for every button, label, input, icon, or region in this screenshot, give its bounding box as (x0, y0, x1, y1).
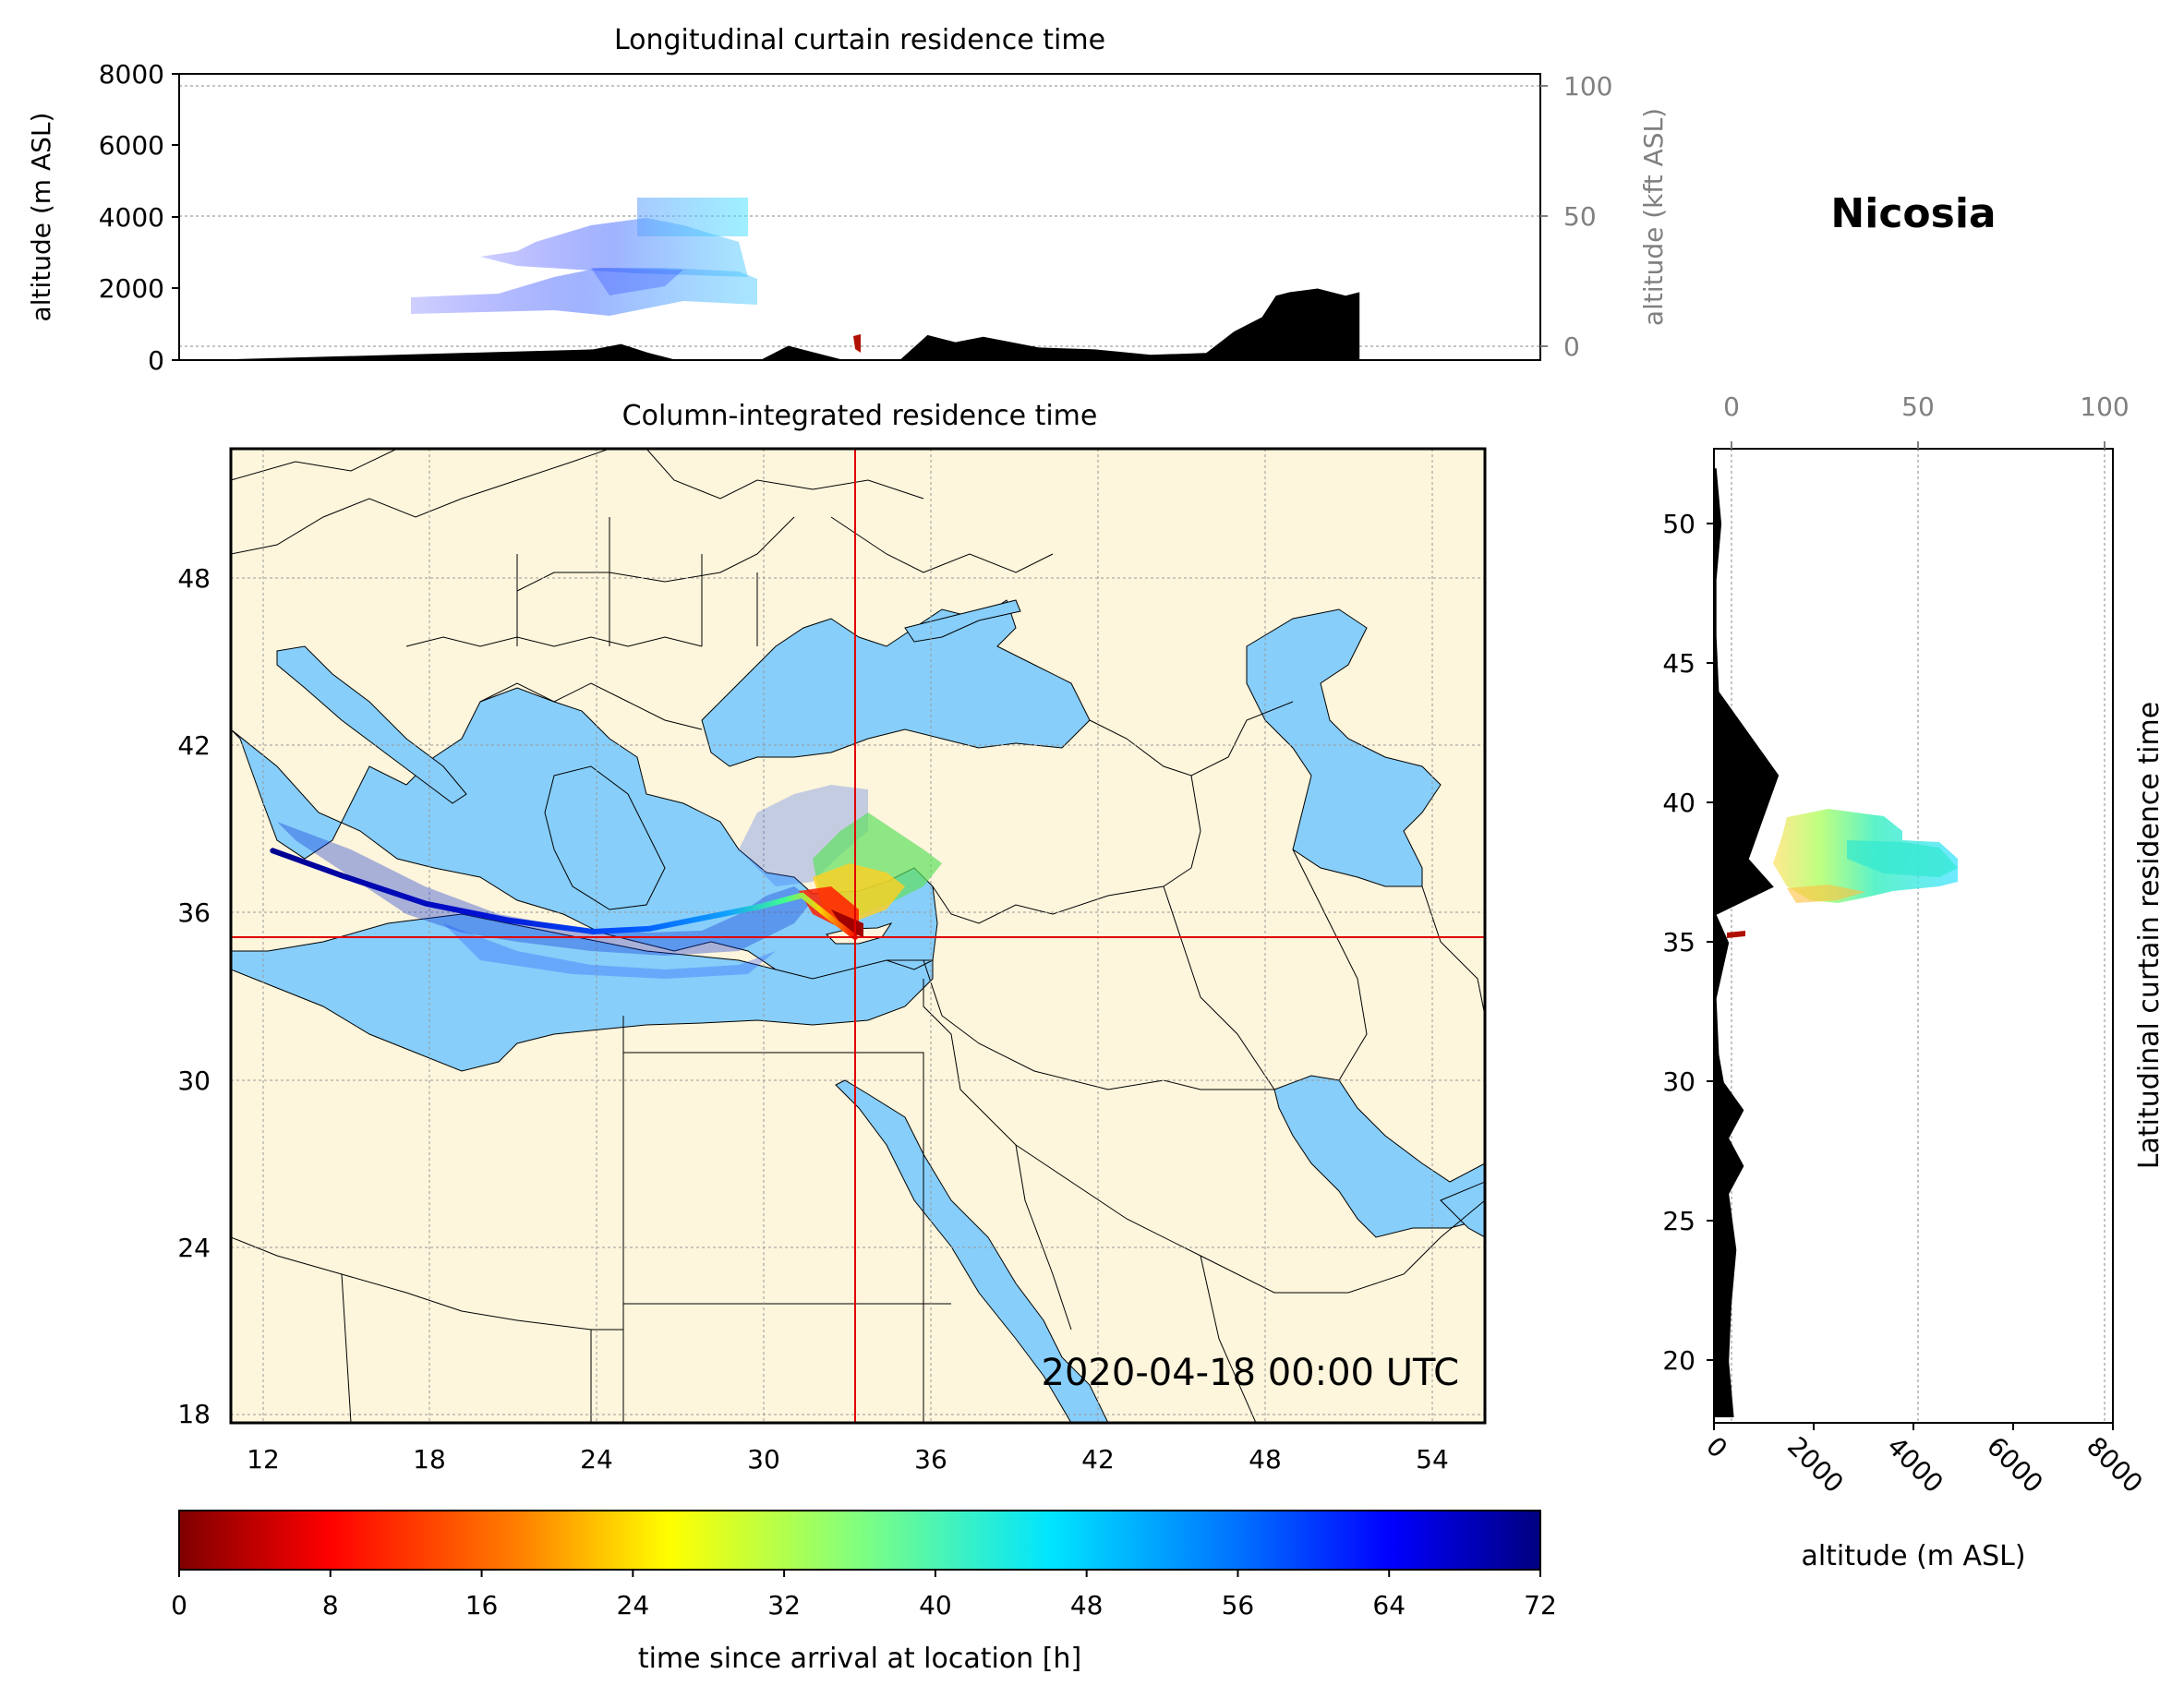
right-ytick-label: 50 (1662, 509, 1695, 539)
colorbar-tick-label: 56 (1222, 1590, 1255, 1620)
right-axes-frame (1713, 448, 2114, 1424)
right-ytick-label: 45 (1662, 648, 1695, 679)
map-lon-ticks: 12 18 24 30 36 42 48 54 (247, 1444, 1449, 1475)
colorbar-tick-label: 0 (171, 1590, 187, 1620)
top-receptor-marker (853, 334, 861, 353)
right-xtick-label: 0 (1700, 1431, 1733, 1464)
right-ytick-label: 20 (1662, 1345, 1695, 1376)
right-receptor-marker (1727, 931, 1745, 938)
top-panel-title: Longitudinal curtain residence time (614, 24, 1105, 56)
right-panel: 0 50 100 20 25 30 35 40 45 50 (1662, 391, 2166, 1572)
right-xtick-top-label: 0 (1723, 391, 1740, 422)
lat-tick-label: 48 (177, 563, 211, 594)
colorbar-tick-label: 40 (919, 1590, 952, 1620)
top-ylabel: altitude (m ASL) (26, 113, 56, 322)
right-terrain (1714, 468, 1780, 1418)
top-left-ticks: 0 2000 4000 6000 8000 (99, 59, 179, 376)
top-ytick-label: 0 (148, 345, 164, 376)
gulf-of-aden (1440, 1181, 1485, 1238)
crosshair-icon (231, 449, 1485, 1423)
right-plume (1773, 809, 1958, 903)
top-panel: Longitudinal curtain residence time (26, 24, 1669, 376)
top-ytick-label: 6000 (99, 130, 164, 161)
trajectory-core (270, 848, 858, 940)
colorbar-gradient (178, 1510, 1541, 1571)
azov-sea (904, 599, 1021, 643)
top-plume (411, 198, 757, 316)
lat-tick-label: 24 (177, 1233, 211, 1263)
colorbar-label: time since arrival at location [h] (638, 1643, 1081, 1675)
top-terrain (202, 288, 1360, 360)
map-plume (270, 785, 942, 979)
right-xtick-top-label: 100 (2080, 391, 2129, 422)
lon-tick-label: 42 (1081, 1444, 1115, 1475)
lat-tick-label: 42 (177, 730, 211, 761)
right-ytick-label: 30 (1662, 1066, 1695, 1097)
colorbar: 0 8 16 24 32 40 48 56 64 72 time since arrival at… (171, 1510, 1557, 1675)
lon-tick-label: 30 (747, 1444, 780, 1475)
colorbar-tick-label: 72 (1524, 1590, 1557, 1620)
lon-tick-label: 48 (1249, 1444, 1282, 1475)
top-ytick-label: 2000 (99, 273, 164, 304)
colorbar-tick-label: 32 (767, 1590, 801, 1620)
map-timestamp: 2020-04-18 00:00 UTC (1042, 1352, 1459, 1394)
top-ytick-right-label: 100 (1563, 71, 1612, 102)
top-ytick-right-label: 0 (1563, 331, 1580, 362)
lat-tick-label: 36 (177, 897, 211, 928)
top-right-ticks: 0 50 100 (1540, 71, 1612, 362)
right-bottom-ticks: 0 2000 4000 6000 8000 (1700, 1423, 2149, 1499)
right-xtick-label: 6000 (1981, 1431, 2049, 1499)
red-sea (835, 1079, 1109, 1423)
colorbar-tick-label: 48 (1070, 1590, 1104, 1620)
right-xtick-label: 2000 (1781, 1431, 1850, 1499)
top-ytick-label: 4000 (99, 202, 164, 233)
map-lat-ticks: 18 24 30 36 42 48 (177, 563, 211, 1429)
right-xtick-top-label: 50 (1901, 391, 1935, 422)
right-xtick-label: 4000 (1881, 1431, 1949, 1499)
top-ylabel-right: altitude (kft ASL) (1638, 108, 1669, 326)
right-ytick-label: 40 (1662, 788, 1695, 818)
colorbar-tick-label: 8 (322, 1590, 339, 1620)
colorbar-ticks: 0 8 16 24 32 40 48 56 64 72 (171, 1570, 1557, 1620)
lon-tick-label: 18 (413, 1444, 446, 1475)
right-ylabel: Latitudinal curtain residence time (2133, 702, 2166, 1169)
lon-tick-label: 24 (580, 1444, 613, 1475)
top-ytick-label: 8000 (99, 59, 164, 90)
country-borders (231, 449, 1485, 1423)
top-ytick-right-label: 50 (1563, 201, 1597, 232)
lon-tick-label: 54 (1416, 1444, 1449, 1475)
location-title: Nicosia (1830, 190, 1996, 237)
map-axes-frame (229, 447, 1487, 1425)
lat-tick-label: 18 (177, 1399, 211, 1429)
colorbar-tick-label: 16 (465, 1590, 499, 1620)
adriatic-sea (276, 645, 467, 804)
right-top-ticks: 0 50 100 (1723, 391, 2130, 449)
right-lat-ticks: 20 25 30 35 40 45 50 (1662, 509, 1714, 1376)
black-sea (701, 599, 1091, 767)
right-xlabel: altitude (m ASL) (1801, 1540, 2025, 1572)
aegean-sea (544, 765, 666, 910)
lon-tick-label: 12 (247, 1444, 280, 1475)
lon-tick-label: 36 (914, 1444, 947, 1475)
colorbar-tick-label: 64 (1372, 1590, 1406, 1620)
map-title: Column-integrated residence time (622, 400, 1098, 432)
colorbar-tick-label: 24 (617, 1590, 650, 1620)
right-ytick-label: 35 (1662, 927, 1695, 957)
map-panel: Column-integrated residence time (177, 400, 1487, 1475)
right-xtick-label: 8000 (2081, 1431, 2149, 1499)
right-ytick-label: 25 (1662, 1206, 1695, 1236)
caspian-sea (1246, 608, 1442, 887)
lat-tick-label: 30 (177, 1066, 211, 1096)
